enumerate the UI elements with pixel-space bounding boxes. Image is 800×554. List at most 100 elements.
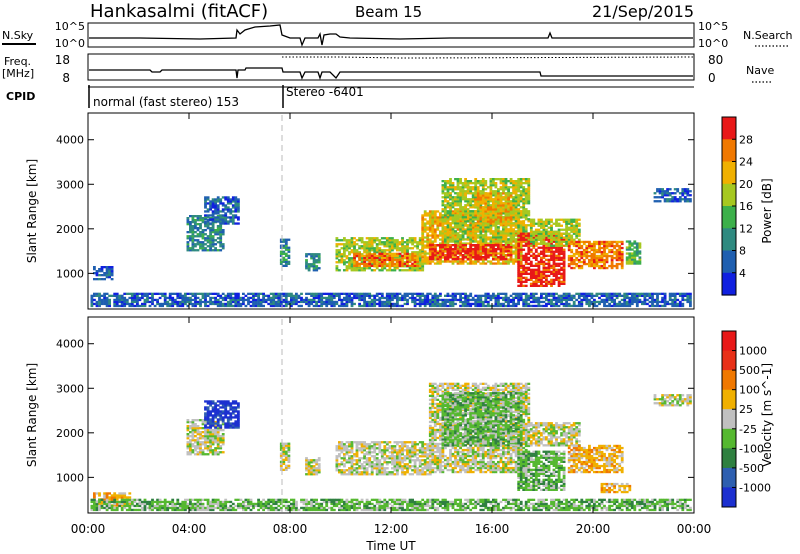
xtick-label: 16:00 [475,522,510,536]
power-echo-region [204,196,240,225]
velocity-colorbar-tick-label: 25 [739,403,753,416]
velocity-colorbar: 1000 500 100 25 -25 -100 -500 -1000 [721,330,771,508]
power-colorbar-swatch [722,183,736,207]
velocity-echo-region [335,441,432,476]
power-ytick-label: 1000 [56,267,84,280]
power-colorbar: 28 24 20 16 12 8 4 [721,116,753,296]
velocity-colorbar-swatch [722,370,736,391]
xtick-label: 12:00 [374,522,409,536]
power-colorbar-swatch [722,139,736,163]
power-colorbar-label: Power [dB] [760,178,774,243]
power-echo-region [305,253,321,272]
velocity-echo-region [600,482,632,494]
velocity-echo-region [204,400,240,429]
power-echo-region [90,292,692,308]
power-echo-region [529,218,581,247]
velocity-colorbar-tick-label: 500 [739,364,760,377]
freq-tick-high: 18 [55,53,70,67]
power-echo-region [279,238,291,267]
velocity-colorbar-frame [721,330,737,508]
power-echo-region [428,244,513,261]
power-colorbar-swatch [722,250,736,274]
power-ytick-label: 4000 [56,134,84,147]
power-colorbar-tick-label: 24 [739,156,753,169]
freq-unit: [MHz] [2,67,34,80]
nave-trace [282,56,694,59]
velocity-colorbar-label: Velocity [m s^-1] [760,363,774,467]
nsky-panel-frame [87,22,695,48]
velocity-colorbar-swatch [722,350,736,371]
station-title: Hankasalmi (fitACF) [90,1,268,22]
velocity-echo-region [305,457,321,476]
nave-tick-high: 80 [708,53,723,67]
nsky-trace [89,24,693,47]
power-colorbar-tick-label: 4 [739,267,746,280]
beam-label: Beam 15 [355,3,422,21]
power-echo-region [353,252,419,267]
velocity-ytick-label: 4000 [56,338,84,351]
velocity-colorbar-tick-label: 1000 [739,345,767,358]
xtick-label: 04:00 [172,522,207,536]
velocity-colorbar-tick-label: -100 [739,442,764,455]
velocity-ytick-label: 2000 [56,427,84,440]
power-ytick-label: 3000 [56,178,84,191]
power-echo-region [517,232,566,287]
nsky-label: N.Sky [2,29,34,42]
power-echo-region [653,188,692,203]
velocity-colorbar-swatch [722,448,736,469]
nsearch-label: N.Search [743,29,793,42]
xtick-label: 00:00 [71,522,106,536]
power-echo-region [186,215,225,252]
nsearch-tick-high: 10^5 [698,20,728,33]
power-colorbar-tick-label: 8 [739,245,746,258]
nsky-tick-low: 10^0 [55,37,85,50]
power-colorbar-swatch [722,206,736,229]
velocity-ytick-label: 3000 [56,382,84,395]
power-colorbar-swatch [722,228,736,252]
velocity-echo-region [441,392,523,447]
velocity-echo-region [529,422,581,447]
power-echo-region [474,192,513,225]
power-colorbar-swatch [722,117,736,140]
cpid-segment-normal: normal (fast stereo) 153 [93,95,239,109]
velocity-colorbar-swatch [722,331,736,352]
cpid-label: CPID [6,90,35,103]
power-panel: Slant Range [km] 1000 2000 3000 4000 [25,112,695,310]
velocity-ylabel: Slant Range [km] [25,363,39,467]
nsky-tick-high: 10^5 [55,20,85,33]
velocity-echo-region [90,498,692,512]
velocity-colorbar-swatch [722,389,736,410]
xtick-label: 20:00 [576,522,611,536]
power-echo-region [625,240,642,265]
nave-tick-low: 0 [708,71,716,85]
power-ytick-label: 2000 [56,223,84,236]
power-ylabel: Slant Range [km] [25,159,39,263]
nave-label: Nave [746,64,774,77]
freq-panel-frame [87,53,695,81]
velocity-colorbar-tick-label: 100 [739,384,760,397]
freq-trace [89,67,693,81]
freq-label: Freq. [4,55,31,68]
xtick-label: 00:00 [677,522,712,536]
freq-tick-low: 8 [62,71,70,85]
velocity-echo-region [653,394,692,407]
power-panel-frame [87,112,695,310]
velocity-ytick-label: 1000 [56,471,84,484]
xtick-label: 08:00 [273,522,308,536]
power-echo-region [93,266,114,281]
power-colorbar-tick-label: 28 [739,133,753,146]
velocity-colorbar-swatch [722,409,736,430]
velocity-echo-region [186,419,225,456]
power-echo-region [567,240,624,270]
velocity-colorbar-swatch [722,467,736,488]
date-label: 21/Sep/2015 [592,2,694,21]
velocity-colorbar-swatch [722,487,736,508]
power-colorbar-tick-label: 16 [739,200,753,213]
velocity-panel: Slant Range [km] 1000 2000 3000 4000 [25,316,695,514]
velocity-colorbar-tick-label: -500 [739,462,764,475]
velocity-colorbar-swatch [722,428,736,449]
cpid-segment-stereo: Stereo -6401 [286,85,364,99]
velocity-echo-region [567,444,624,474]
nsearch-tick-low: 10^0 [698,37,728,50]
power-colorbar-swatch [722,161,736,185]
